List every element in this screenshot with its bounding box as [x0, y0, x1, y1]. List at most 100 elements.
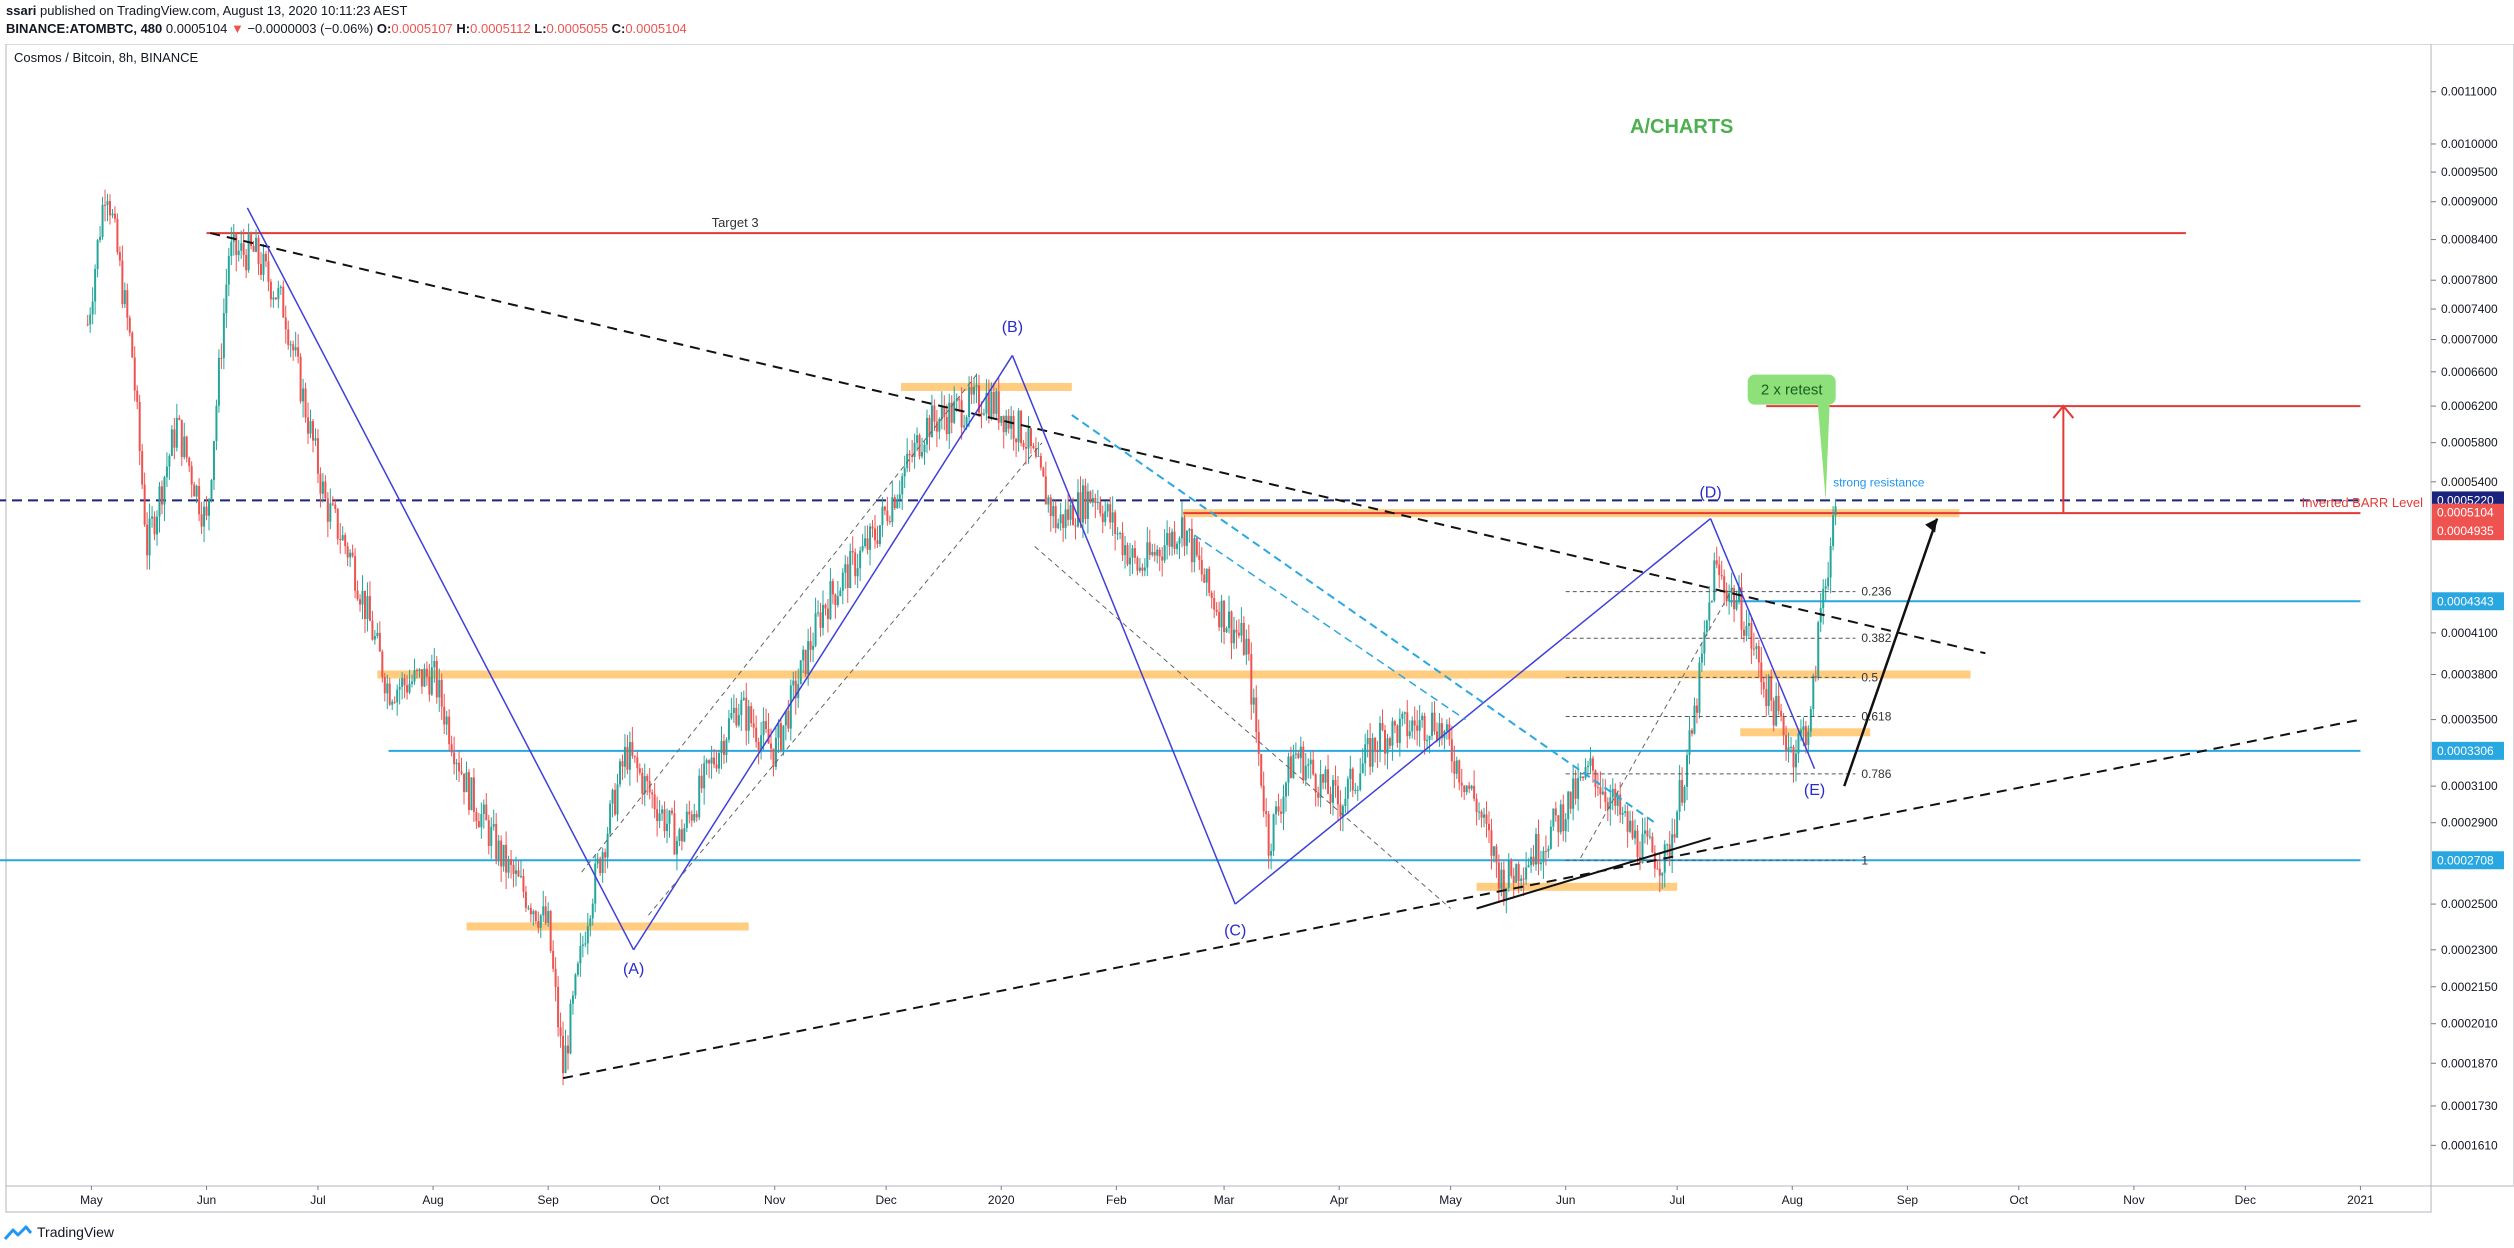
candle-body — [235, 234, 238, 256]
price-axis[interactable] — [2430, 44, 2514, 1187]
candle-body — [1812, 675, 1815, 710]
candle-body — [765, 721, 768, 730]
candle-body — [727, 718, 730, 740]
candle-body — [824, 604, 827, 609]
footer-branding[interactable]: TradingView — [4, 1220, 114, 1244]
candle-body — [222, 313, 225, 358]
channel-upper-1 — [581, 371, 980, 873]
candle-body — [973, 386, 976, 395]
candle-body — [1084, 485, 1087, 519]
candle-body — [1591, 758, 1594, 771]
price-tick-label-11: 0.0005800 — [2441, 436, 2498, 450]
candle-body — [1676, 811, 1679, 838]
candle-body — [1089, 491, 1092, 503]
candle-body — [368, 596, 371, 621]
candle-body — [963, 425, 966, 428]
candle-body — [366, 596, 369, 619]
candle-body — [685, 811, 688, 829]
candle-body — [1203, 574, 1206, 583]
time-tick-label-18: Nov — [2123, 1193, 2144, 1207]
candle-body — [1777, 695, 1780, 711]
candle-body — [893, 497, 896, 509]
candle-body — [96, 240, 99, 270]
candle-body — [1787, 747, 1790, 751]
candle-body — [1735, 601, 1738, 610]
candle-body — [975, 385, 978, 387]
candle-body — [262, 253, 265, 275]
projection-arrow — [1843, 518, 1939, 787]
candle-body — [282, 286, 285, 318]
zone-0 — [466, 922, 749, 931]
candle-body — [1809, 709, 1812, 732]
wave-line-2 — [632, 355, 1014, 951]
price-axis-ticks: 0.0011000 0.0010000 0.0009500 0.0009000 0.00… — [2431, 85, 2504, 1152]
candle-body — [774, 737, 777, 767]
candle-body — [314, 438, 317, 441]
candle-body — [163, 477, 166, 505]
candle-body — [925, 417, 928, 445]
candle-body — [1747, 622, 1750, 626]
candle-body — [1163, 545, 1166, 561]
candle-body — [1255, 697, 1258, 733]
candle-body — [519, 876, 522, 878]
candle-body — [826, 608, 829, 619]
candle-body — [921, 452, 924, 457]
candle-body — [861, 546, 864, 551]
candle-body — [1790, 746, 1793, 748]
candle-body — [1574, 778, 1577, 799]
time-axis[interactable] — [5, 1185, 2432, 1213]
candle-body — [1047, 497, 1050, 505]
candle-body — [1289, 756, 1292, 778]
candle-body — [1178, 538, 1181, 544]
candle-body — [757, 742, 760, 750]
price-change: −0.0000003 (−0.06%) — [247, 21, 374, 36]
author-name[interactable]: ssari — [6, 3, 37, 18]
candle-body — [1198, 555, 1201, 561]
candle-body — [467, 772, 470, 810]
candle-body — [789, 685, 792, 729]
candle-body — [1606, 802, 1609, 810]
candle-body — [844, 564, 847, 573]
candle-body — [618, 761, 621, 785]
candle-body — [1388, 738, 1391, 746]
candle-body — [450, 744, 453, 753]
candle-body — [1096, 501, 1099, 504]
candle-body — [881, 506, 884, 526]
candle-body — [1792, 746, 1795, 768]
candle-body — [1636, 830, 1639, 857]
fib-label-1: 0.382 — [1861, 631, 1891, 645]
price-badge-text-5: 0.0003306 — [2437, 744, 2494, 758]
candle-body — [1205, 568, 1208, 583]
candle-body — [673, 813, 676, 855]
candle-body — [1728, 593, 1731, 602]
candle-body — [1804, 726, 1807, 746]
wave-label-2: (C) — [1224, 923, 1246, 940]
candle-body — [257, 237, 260, 265]
candle-body — [1745, 625, 1748, 636]
candle-body — [601, 852, 604, 874]
candle-body — [1133, 548, 1136, 558]
candle-body — [267, 261, 270, 282]
candle-body — [1119, 532, 1122, 534]
candle-body — [133, 357, 136, 391]
candle-body — [1393, 721, 1396, 726]
candle-body — [1302, 746, 1305, 781]
candle-body — [1794, 753, 1797, 768]
candle-body — [1750, 622, 1753, 649]
candle-body — [1416, 725, 1419, 731]
candle-body — [1710, 600, 1713, 603]
candle-body — [923, 444, 926, 453]
candle-body — [138, 401, 141, 452]
candle-body — [1629, 820, 1632, 832]
candle-body — [1569, 791, 1572, 809]
candle-body — [1802, 726, 1805, 730]
candle-body — [1507, 859, 1510, 888]
candle-body — [423, 668, 426, 687]
candle-body — [1077, 492, 1080, 527]
candle-body — [1487, 823, 1490, 831]
candle-body — [128, 317, 131, 333]
candle-body — [1180, 517, 1183, 539]
candle-body — [708, 760, 711, 764]
candle-body — [945, 417, 948, 435]
